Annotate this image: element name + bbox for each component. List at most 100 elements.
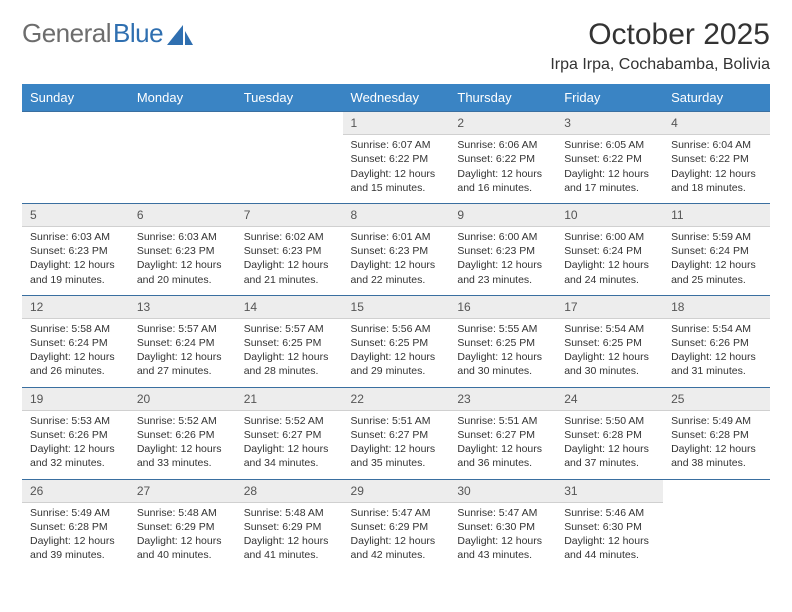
- day-number-cell: 8: [343, 203, 450, 226]
- daylight-text: and 43 minutes.: [457, 548, 548, 562]
- daylight-text: Daylight: 12 hours: [564, 442, 655, 456]
- sunrise-text: Sunrise: 5:54 AM: [671, 322, 762, 336]
- day-number-cell: 1: [343, 112, 450, 135]
- day-content-cell: Sunrise: 5:49 AMSunset: 6:28 PMDaylight:…: [22, 502, 129, 570]
- sunset-text: Sunset: 6:23 PM: [457, 244, 548, 258]
- sunrise-text: Sunrise: 5:56 AM: [351, 322, 442, 336]
- sunrise-text: Sunrise: 6:03 AM: [30, 230, 121, 244]
- sunset-text: Sunset: 6:28 PM: [671, 428, 762, 442]
- day-number-row: 262728293031: [22, 479, 770, 502]
- daylight-text: and 21 minutes.: [244, 273, 335, 287]
- weekday-header: Wednesday: [343, 84, 450, 112]
- sunset-text: Sunset: 6:25 PM: [244, 336, 335, 350]
- daylight-text: Daylight: 12 hours: [244, 258, 335, 272]
- daylight-text: and 39 minutes.: [30, 548, 121, 562]
- sunrise-text: Sunrise: 5:52 AM: [244, 414, 335, 428]
- day-number-cell: 7: [236, 203, 343, 226]
- daylight-text: and 27 minutes.: [137, 364, 228, 378]
- daylight-text: Daylight: 12 hours: [457, 534, 548, 548]
- daylight-text: Daylight: 12 hours: [244, 534, 335, 548]
- sunset-text: Sunset: 6:22 PM: [457, 152, 548, 166]
- weekday-header: Sunday: [22, 84, 129, 112]
- sunset-text: Sunset: 6:27 PM: [244, 428, 335, 442]
- day-content-cell: Sunrise: 5:49 AMSunset: 6:28 PMDaylight:…: [663, 410, 770, 479]
- sunrise-text: Sunrise: 6:01 AM: [351, 230, 442, 244]
- day-number-cell: 17: [556, 295, 663, 318]
- calendar-body: 1234Sunrise: 6:07 AMSunset: 6:22 PMDayli…: [22, 112, 770, 571]
- day-content-cell: Sunrise: 5:57 AMSunset: 6:24 PMDaylight:…: [129, 318, 236, 387]
- daylight-text: and 22 minutes.: [351, 273, 442, 287]
- daylight-text: and 36 minutes.: [457, 456, 548, 470]
- day-content-row: Sunrise: 5:53 AMSunset: 6:26 PMDaylight:…: [22, 410, 770, 479]
- daylight-text: Daylight: 12 hours: [351, 350, 442, 364]
- daylight-text: Daylight: 12 hours: [137, 442, 228, 456]
- daylight-text: and 31 minutes.: [671, 364, 762, 378]
- day-content-cell: Sunrise: 6:06 AMSunset: 6:22 PMDaylight:…: [449, 135, 556, 204]
- sunset-text: Sunset: 6:26 PM: [137, 428, 228, 442]
- sunset-text: Sunset: 6:29 PM: [351, 520, 442, 534]
- sunrise-text: Sunrise: 6:06 AM: [457, 138, 548, 152]
- day-content-cell: Sunrise: 5:56 AMSunset: 6:25 PMDaylight:…: [343, 318, 450, 387]
- day-number-cell: 26: [22, 479, 129, 502]
- day-number-row: 19202122232425: [22, 387, 770, 410]
- sunrise-text: Sunrise: 5:49 AM: [671, 414, 762, 428]
- daylight-text: Daylight: 12 hours: [351, 442, 442, 456]
- sunset-text: Sunset: 6:22 PM: [671, 152, 762, 166]
- day-number-cell: 4: [663, 112, 770, 135]
- day-content-cell: Sunrise: 5:54 AMSunset: 6:25 PMDaylight:…: [556, 318, 663, 387]
- sunset-text: Sunset: 6:28 PM: [30, 520, 121, 534]
- daylight-text: Daylight: 12 hours: [564, 167, 655, 181]
- day-number-cell: 14: [236, 295, 343, 318]
- daylight-text: and 40 minutes.: [137, 548, 228, 562]
- daylight-text: and 32 minutes.: [30, 456, 121, 470]
- daylight-text: Daylight: 12 hours: [564, 350, 655, 364]
- sunrise-text: Sunrise: 5:46 AM: [564, 506, 655, 520]
- daylight-text: Daylight: 12 hours: [30, 534, 121, 548]
- daylight-text: and 23 minutes.: [457, 273, 548, 287]
- month-title: October 2025: [550, 18, 770, 52]
- sunrise-text: Sunrise: 6:02 AM: [244, 230, 335, 244]
- day-content-cell: Sunrise: 5:58 AMSunset: 6:24 PMDaylight:…: [22, 318, 129, 387]
- sunrise-text: Sunrise: 5:55 AM: [457, 322, 548, 336]
- sunset-text: Sunset: 6:27 PM: [457, 428, 548, 442]
- day-number-cell: 18: [663, 295, 770, 318]
- day-content-cell: Sunrise: 6:00 AMSunset: 6:24 PMDaylight:…: [556, 227, 663, 296]
- sunset-text: Sunset: 6:26 PM: [671, 336, 762, 350]
- daylight-text: Daylight: 12 hours: [457, 258, 548, 272]
- daylight-text: and 28 minutes.: [244, 364, 335, 378]
- day-content-cell: Sunrise: 5:57 AMSunset: 6:25 PMDaylight:…: [236, 318, 343, 387]
- daylight-text: Daylight: 12 hours: [351, 258, 442, 272]
- day-content-cell: Sunrise: 6:03 AMSunset: 6:23 PMDaylight:…: [129, 227, 236, 296]
- sunrise-text: Sunrise: 5:57 AM: [137, 322, 228, 336]
- daylight-text: and 20 minutes.: [137, 273, 228, 287]
- day-number-cell: 6: [129, 203, 236, 226]
- calendar-table: Sunday Monday Tuesday Wednesday Thursday…: [22, 84, 770, 570]
- day-number-cell: 10: [556, 203, 663, 226]
- sunrise-text: Sunrise: 5:59 AM: [671, 230, 762, 244]
- daylight-text: Daylight: 12 hours: [671, 442, 762, 456]
- sunrise-text: Sunrise: 6:07 AM: [351, 138, 442, 152]
- sunset-text: Sunset: 6:30 PM: [457, 520, 548, 534]
- day-number-cell: [236, 112, 343, 135]
- sunrise-text: Sunrise: 5:47 AM: [457, 506, 548, 520]
- day-number-cell: 28: [236, 479, 343, 502]
- sunrise-text: Sunrise: 5:51 AM: [457, 414, 548, 428]
- day-content-cell: Sunrise: 5:47 AMSunset: 6:29 PMDaylight:…: [343, 502, 450, 570]
- day-content-row: Sunrise: 6:07 AMSunset: 6:22 PMDaylight:…: [22, 135, 770, 204]
- day-number-cell: 9: [449, 203, 556, 226]
- daylight-text: and 30 minutes.: [457, 364, 548, 378]
- day-number-cell: [663, 479, 770, 502]
- daylight-text: and 38 minutes.: [671, 456, 762, 470]
- weekday-header: Monday: [129, 84, 236, 112]
- day-number-cell: 3: [556, 112, 663, 135]
- sunrise-text: Sunrise: 6:00 AM: [564, 230, 655, 244]
- daylight-text: and 26 minutes.: [30, 364, 121, 378]
- sunrise-text: Sunrise: 5:52 AM: [137, 414, 228, 428]
- sunrise-text: Sunrise: 5:47 AM: [351, 506, 442, 520]
- header: GeneralBlue October 2025 Irpa Irpa, Coch…: [22, 18, 770, 74]
- sunrise-text: Sunrise: 5:48 AM: [244, 506, 335, 520]
- day-number-cell: [22, 112, 129, 135]
- sunset-text: Sunset: 6:22 PM: [564, 152, 655, 166]
- day-content-cell: [663, 502, 770, 570]
- day-content-cell: Sunrise: 5:51 AMSunset: 6:27 PMDaylight:…: [449, 410, 556, 479]
